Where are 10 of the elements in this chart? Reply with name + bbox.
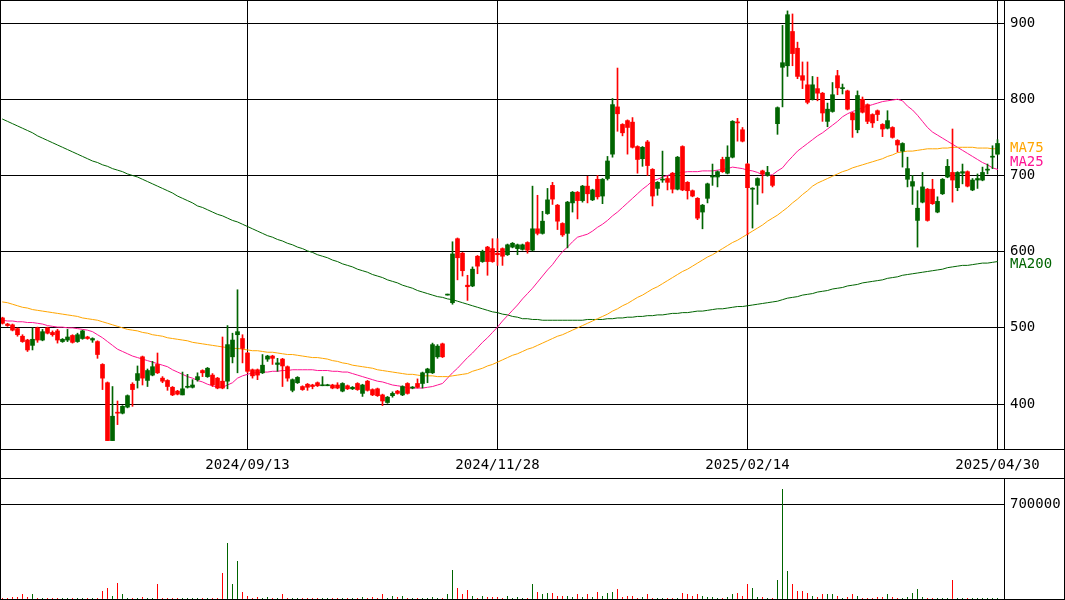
- y-tick-label: 800: [1010, 89, 1036, 106]
- y-tick-label: 400: [1010, 394, 1036, 411]
- x-tick-label: 2025/02/14: [705, 456, 790, 473]
- y-tick-label: 900: [1010, 13, 1036, 30]
- x-tick-label: 2024/09/13: [205, 456, 290, 473]
- x-tick-label: 2024/11/28: [455, 456, 540, 473]
- series-label: MA75: [1010, 139, 1044, 156]
- y-tick-label: 500: [1010, 318, 1036, 335]
- text: 700000: [1010, 495, 1061, 512]
- x-tick-label: 2025/04/30: [955, 456, 1040, 473]
